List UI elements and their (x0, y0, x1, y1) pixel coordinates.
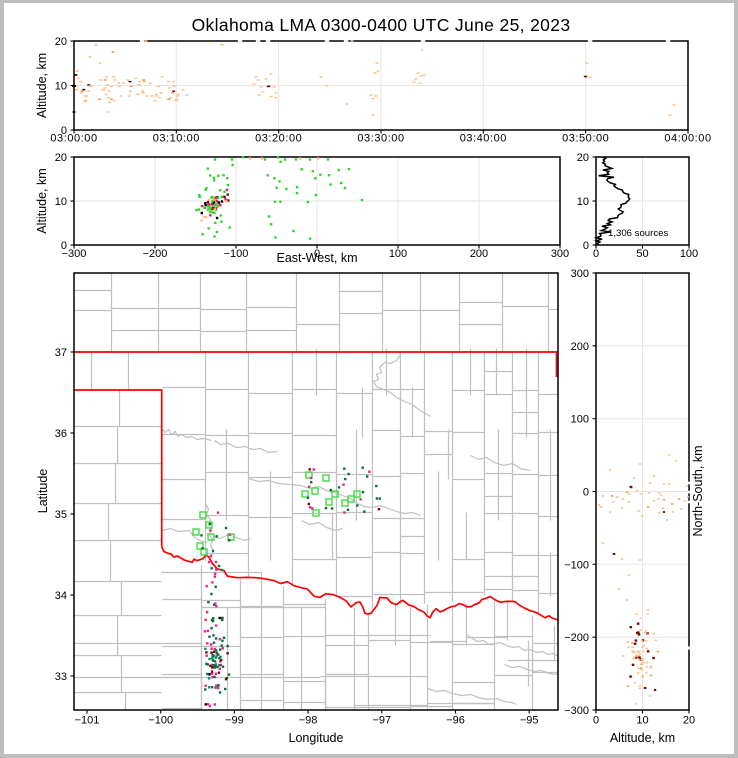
svg-text:0: 0 (61, 125, 67, 137)
svg-text:20: 20 (577, 152, 589, 164)
svg-text:Altitude, km: Altitude, km (35, 53, 49, 118)
svg-text:03:40:00: 03:40:00 (460, 133, 507, 145)
svg-text:50: 50 (636, 248, 648, 260)
svg-text:10: 10 (55, 81, 67, 93)
svg-text:−100: −100 (148, 715, 173, 727)
svg-text:−300: −300 (564, 705, 589, 717)
svg-text:04:00:00: 04:00:00 (664, 133, 711, 145)
svg-text:North-South, km: North-South, km (691, 445, 705, 536)
svg-text:−98: −98 (299, 715, 318, 727)
svg-text:−99: −99 (225, 715, 244, 727)
svg-text:36: 36 (55, 428, 67, 440)
svg-text:−96: −96 (446, 715, 465, 727)
svg-text:−100: −100 (564, 559, 589, 571)
svg-text:37: 37 (55, 347, 67, 359)
svg-text:Latitude: Latitude (36, 469, 50, 514)
svg-text:35: 35 (55, 509, 67, 521)
svg-text:33: 33 (55, 671, 67, 683)
svg-text:−95: −95 (520, 715, 539, 727)
svg-text:10: 10 (577, 196, 589, 208)
svg-text:0: 0 (583, 240, 589, 252)
svg-text:East-West, km: East-West, km (276, 251, 357, 265)
svg-text:03:50:00: 03:50:00 (562, 133, 609, 145)
svg-text:Oklahoma LMA 0300-0400 UTC Jun: Oklahoma LMA 0300-0400 UTC June 25, 2023 (192, 15, 571, 35)
svg-text:100: 100 (571, 414, 589, 426)
svg-text:0: 0 (593, 715, 599, 727)
svg-text:Altitude, km: Altitude, km (610, 731, 675, 745)
svg-text:20: 20 (55, 36, 67, 48)
svg-text:0: 0 (61, 240, 67, 252)
svg-text:10: 10 (636, 715, 648, 727)
svg-text:300: 300 (551, 248, 569, 260)
svg-text:200: 200 (470, 248, 488, 260)
svg-text:−300: −300 (62, 248, 87, 260)
svg-text:100: 100 (389, 248, 407, 260)
svg-text:34: 34 (55, 590, 67, 602)
svg-text:−101: −101 (75, 715, 100, 727)
svg-text:03:30:00: 03:30:00 (357, 133, 404, 145)
svg-text:Altitude, km: Altitude, km (35, 168, 49, 233)
svg-text:10: 10 (55, 196, 67, 208)
svg-text:−97: −97 (372, 715, 391, 727)
svg-text:0: 0 (583, 487, 589, 499)
svg-text:20: 20 (55, 152, 67, 164)
svg-text:1,306 sources: 1,306 sources (608, 228, 668, 239)
svg-text:−200: −200 (564, 632, 589, 644)
svg-text:300: 300 (571, 268, 589, 280)
svg-text:−200: −200 (143, 248, 168, 260)
svg-text:0: 0 (314, 248, 320, 260)
svg-text:200: 200 (571, 341, 589, 353)
svg-text:100: 100 (680, 248, 698, 260)
svg-text:Longitude: Longitude (289, 731, 344, 745)
svg-text:−100: −100 (224, 248, 249, 260)
svg-text:03:00:00: 03:00:00 (50, 133, 97, 145)
svg-text:03:20:00: 03:20:00 (255, 133, 302, 145)
svg-text:0: 0 (593, 248, 599, 260)
svg-text:03:10:00: 03:10:00 (153, 133, 200, 145)
svg-text:20: 20 (683, 715, 695, 727)
